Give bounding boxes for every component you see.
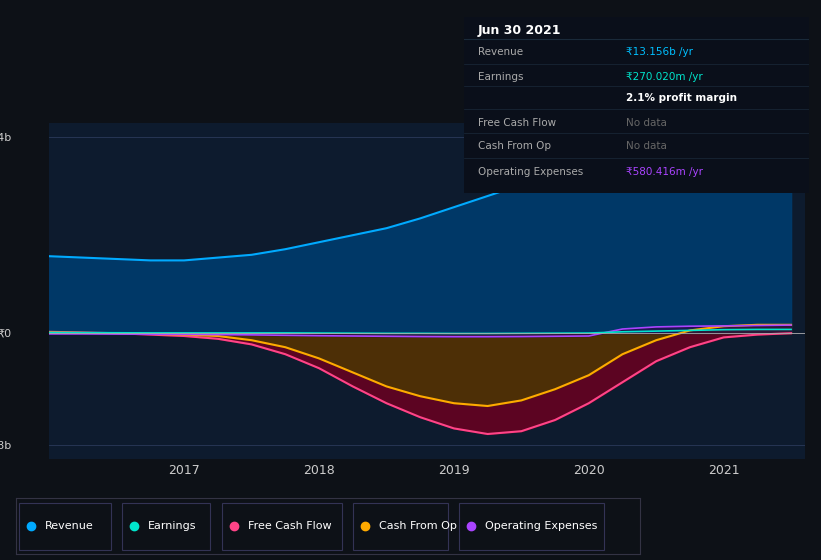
- Text: No data: No data: [626, 118, 667, 128]
- Text: Cash From Op: Cash From Op: [379, 521, 456, 531]
- Text: ₹580.416m /yr: ₹580.416m /yr: [626, 167, 703, 177]
- Text: Jun 30 2021: Jun 30 2021: [478, 24, 562, 37]
- Text: 2.1% profit margin: 2.1% profit margin: [626, 93, 737, 103]
- Text: Earnings: Earnings: [148, 521, 196, 531]
- Text: Cash From Op: Cash From Op: [478, 142, 551, 151]
- Text: Operating Expenses: Operating Expenses: [478, 167, 583, 177]
- Text: Free Cash Flow: Free Cash Flow: [478, 118, 556, 128]
- Text: No data: No data: [626, 142, 667, 151]
- Text: Revenue: Revenue: [478, 47, 523, 57]
- Text: Free Cash Flow: Free Cash Flow: [248, 521, 332, 531]
- Text: -₹8b: -₹8b: [0, 440, 11, 450]
- Text: ₹0: ₹0: [0, 328, 11, 338]
- Text: ₹13.156b /yr: ₹13.156b /yr: [626, 47, 693, 57]
- Text: Operating Expenses: Operating Expenses: [485, 521, 598, 531]
- Text: Revenue: Revenue: [45, 521, 94, 531]
- Text: Earnings: Earnings: [478, 72, 523, 82]
- Text: ₹14b: ₹14b: [0, 132, 11, 142]
- Text: ₹270.020m /yr: ₹270.020m /yr: [626, 72, 703, 82]
